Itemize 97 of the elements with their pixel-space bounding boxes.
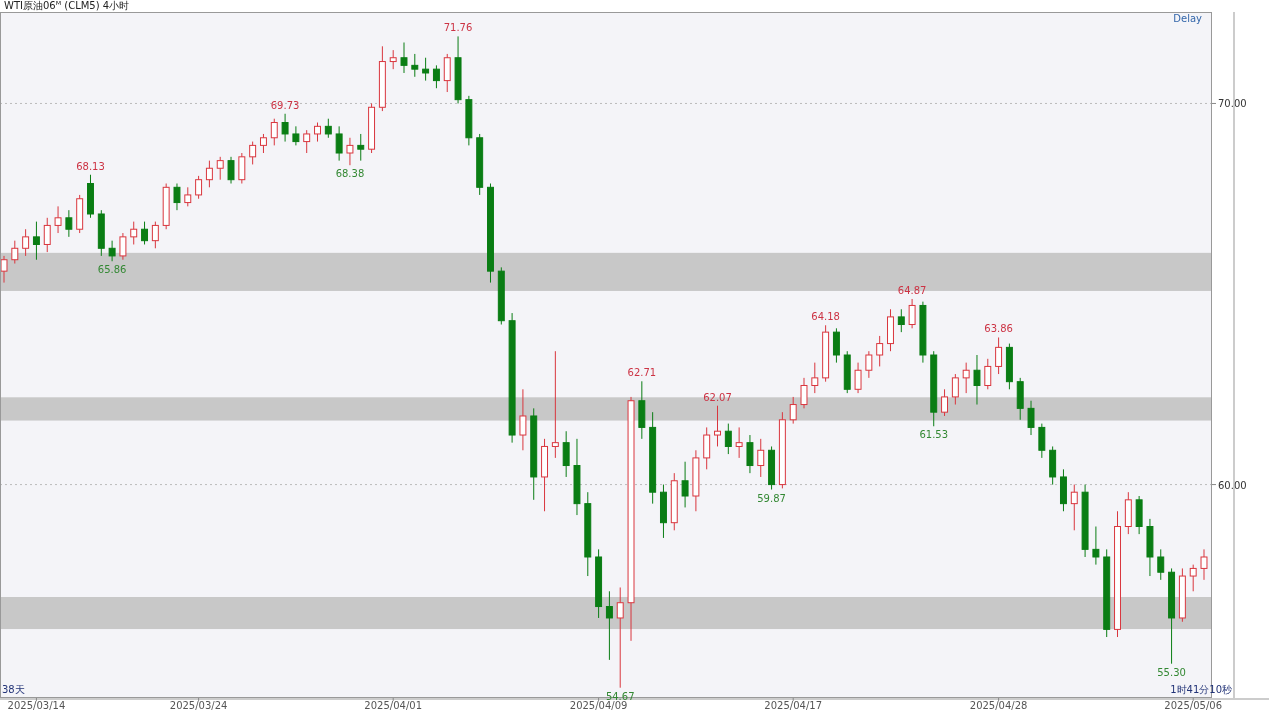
annotation: Delay xyxy=(1173,13,1203,24)
annotation: 64.87 xyxy=(897,284,927,296)
annotation: 38天 xyxy=(2,684,25,695)
candlestick xyxy=(346,137,354,166)
annotation: 61.53 xyxy=(919,429,949,441)
candlestick xyxy=(238,152,246,184)
candlestick xyxy=(0,255,8,284)
candlestick xyxy=(432,64,440,89)
candlestick xyxy=(151,221,159,249)
candlestick xyxy=(1070,484,1078,531)
candlestick xyxy=(897,308,905,333)
candlestick xyxy=(811,362,819,394)
candlestick xyxy=(800,377,808,409)
annotation: 59.87 xyxy=(757,492,786,504)
candlestick xyxy=(973,354,981,406)
candlestick xyxy=(1157,548,1165,581)
x-tick-label: 2025/03/24 xyxy=(169,700,228,711)
x-tick-label: 2025/04/17 xyxy=(764,700,823,711)
chart-title: WTI原油06ᴹ (CLM5) 4小时 xyxy=(4,0,130,11)
candlestick xyxy=(562,430,570,478)
candlestick xyxy=(227,156,235,184)
candlestick xyxy=(43,217,51,253)
annotation: 55.30 xyxy=(1157,666,1186,678)
candlestick xyxy=(789,396,797,425)
candlestick xyxy=(951,373,959,406)
x-tick-label: 2025/05/06 xyxy=(1164,700,1223,711)
candlestick xyxy=(724,423,732,455)
candlestick xyxy=(65,209,73,238)
candlestick xyxy=(411,53,419,78)
x-tick-label: 2025/03/14 xyxy=(7,700,66,711)
candlestick xyxy=(962,362,970,394)
x-tick-label: 2025/04/09 xyxy=(569,700,628,711)
annotation: 68.38 xyxy=(335,168,365,180)
annotation: 71.76 xyxy=(443,22,473,34)
candlestick xyxy=(832,327,840,364)
candlestick xyxy=(443,53,451,93)
candlestick xyxy=(173,183,181,211)
candlestick xyxy=(714,405,721,447)
candlestick xyxy=(400,41,408,74)
annotation: 62.07 xyxy=(703,391,732,403)
candlestick xyxy=(876,335,884,367)
candlestick xyxy=(335,125,343,162)
candlestick xyxy=(865,350,873,379)
candlestick xyxy=(141,221,149,245)
candlestick xyxy=(1200,548,1208,581)
candlestick xyxy=(22,228,30,257)
candlestick xyxy=(908,298,916,329)
candlestick xyxy=(995,336,1003,375)
candlestick xyxy=(1027,400,1035,436)
candlestick xyxy=(292,125,300,146)
candlestick xyxy=(422,57,430,82)
candlestick xyxy=(205,160,213,188)
candlestick xyxy=(119,232,127,261)
annotation: 64.18 xyxy=(811,311,840,323)
candlestick xyxy=(854,362,862,394)
candlestick xyxy=(130,221,138,245)
candlestick xyxy=(703,426,711,470)
annotation: 69.73 xyxy=(270,99,300,111)
candlestick xyxy=(681,461,689,508)
candlestick xyxy=(757,438,765,478)
candlestick xyxy=(195,175,203,200)
annotation: 62.71 xyxy=(627,367,657,379)
candlestick xyxy=(303,129,311,154)
annotation: 54.67 xyxy=(605,690,635,702)
candlestick xyxy=(1189,564,1197,592)
x-tick-label: 2025/04/01 xyxy=(364,700,423,711)
candlestick xyxy=(216,156,224,181)
candlestick xyxy=(32,221,40,261)
annotation: 63.86 xyxy=(984,323,1013,335)
candlestick xyxy=(616,586,624,689)
candlestick xyxy=(249,141,257,165)
candlestick xyxy=(270,118,278,146)
candlestick xyxy=(519,388,527,451)
candlestick xyxy=(108,240,116,262)
y-tick-label: 60.00 xyxy=(1218,479,1247,491)
candlestick xyxy=(1038,423,1046,459)
candlestick xyxy=(357,133,365,162)
candlestick xyxy=(259,133,267,154)
candlestick xyxy=(11,240,19,265)
y-tick-label: 70.00 xyxy=(1218,98,1247,110)
candlestick xyxy=(314,122,321,143)
candlestick xyxy=(324,118,332,139)
candlestick xyxy=(184,186,192,207)
candlestick xyxy=(389,49,397,70)
candlestick xyxy=(984,358,992,390)
candlestick xyxy=(551,350,559,459)
candlestick xyxy=(941,388,949,417)
candlestick xyxy=(735,426,743,459)
candlestick xyxy=(605,590,613,661)
candlestick xyxy=(746,434,754,474)
candlestick xyxy=(1092,526,1100,566)
annotation: 65.86 xyxy=(97,264,127,276)
annotation: 68.13 xyxy=(76,160,105,172)
candlestick xyxy=(54,205,62,234)
candlestick xyxy=(281,113,289,143)
x-tick-label: 2025/04/28 xyxy=(969,700,1028,711)
annotation: 1时41分10秒 xyxy=(1170,684,1232,695)
